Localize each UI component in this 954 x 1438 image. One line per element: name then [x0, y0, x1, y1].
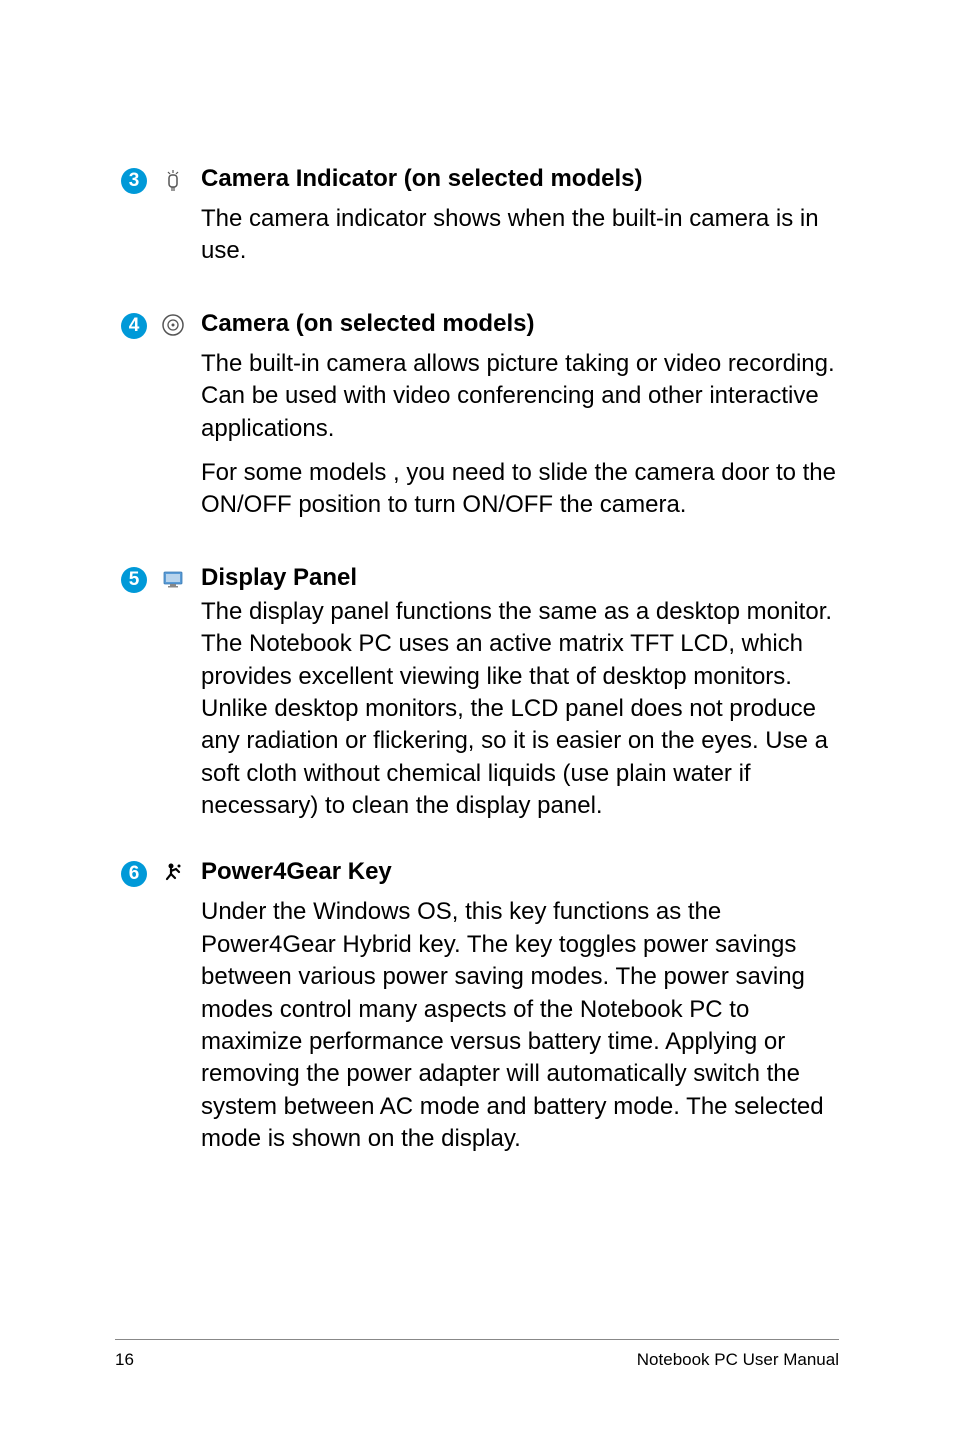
- section-paragraph: The built-in camera allows picture takin…: [201, 348, 839, 445]
- number-column: 5: [115, 564, 153, 835]
- section-heading: Camera (on selected models): [201, 310, 839, 338]
- text-column: Camera (on selected models) The built-in…: [193, 310, 839, 534]
- page-content: 3 Camera Indicator (on selected models) …: [0, 0, 954, 1168]
- icon-column: [153, 165, 193, 280]
- power-key-icon: [161, 861, 185, 1167]
- section-power4gear: 6 Power4Gear Key Under the Windows OS, t…: [115, 858, 839, 1167]
- page-footer: 16 Notebook PC User Manual: [115, 1339, 839, 1370]
- camera-icon: [161, 313, 185, 534]
- text-column: Display Panel The display panel function…: [193, 564, 839, 835]
- text-column: Power4Gear Key Under the Windows OS, thi…: [193, 858, 839, 1167]
- section-camera: 4 Camera (on selected models) The built-…: [115, 310, 839, 534]
- icon-column: [153, 858, 193, 1167]
- manual-title: Notebook PC User Manual: [637, 1350, 839, 1370]
- number-badge-6: 6: [121, 861, 147, 887]
- number-badge-3: 3: [121, 168, 147, 194]
- section-display-panel: 5 Display Panel The display panel functi…: [115, 564, 839, 835]
- page-number: 16: [115, 1350, 134, 1370]
- section-heading: Display Panel: [201, 564, 839, 592]
- camera-indicator-icon: [161, 168, 185, 280]
- section-paragraph: Under the Windows OS, this key functions…: [201, 896, 839, 1155]
- icon-column: [153, 564, 193, 835]
- section-paragraph: For some models , you need to slide the …: [201, 457, 839, 522]
- section-camera-indicator: 3 Camera Indicator (on selected models) …: [115, 165, 839, 280]
- icon-column: [153, 310, 193, 534]
- section-paragraph: The camera indicator shows when the buil…: [201, 203, 839, 268]
- number-badge-5: 5: [121, 567, 147, 593]
- number-column: 4: [115, 310, 153, 534]
- display-icon: [161, 567, 185, 835]
- number-column: 6: [115, 858, 153, 1167]
- section-heading: Power4Gear Key: [201, 858, 839, 886]
- section-paragraph: The display panel functions the same as …: [201, 596, 839, 823]
- text-column: Camera Indicator (on selected models) Th…: [193, 165, 839, 280]
- section-heading: Camera Indicator (on selected models): [201, 165, 839, 193]
- number-column: 3: [115, 165, 153, 280]
- number-badge-4: 4: [121, 313, 147, 339]
